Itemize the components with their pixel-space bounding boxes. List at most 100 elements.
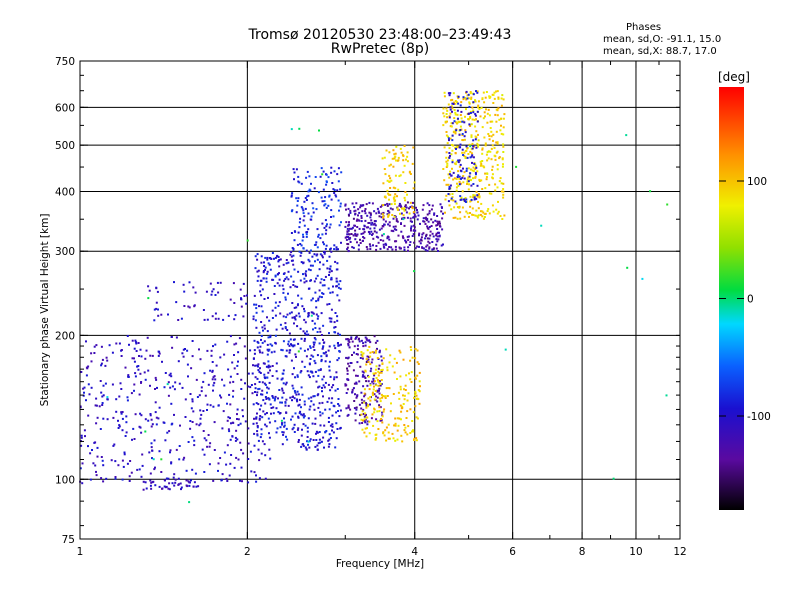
data-point: [230, 422, 232, 425]
data-point: [485, 108, 487, 111]
data-point: [463, 200, 466, 203]
data-point: [258, 477, 261, 480]
data-point: [406, 235, 409, 238]
data-point: [203, 471, 206, 473]
data-point: [212, 384, 215, 387]
data-point: [330, 171, 333, 174]
data-point: [447, 193, 450, 195]
data-point: [404, 204, 407, 207]
plot-frame: [79, 60, 681, 540]
data-point: [310, 182, 312, 185]
data-point: [378, 392, 381, 395]
data-point: [349, 209, 352, 212]
data-point: [114, 476, 117, 478]
data-point: [374, 224, 377, 227]
data-point: [315, 208, 318, 211]
data-point: [269, 257, 272, 260]
data-point: [101, 402, 104, 404]
data-point: [462, 181, 465, 184]
data-point: [387, 213, 390, 216]
data-point: [315, 430, 318, 433]
data-point: [211, 290, 214, 293]
data-point: [346, 227, 349, 230]
data-point: [375, 384, 378, 387]
data-point: [481, 215, 484, 218]
data-point: [186, 363, 189, 366]
data-point: [270, 407, 273, 409]
y-tick-label: 500: [55, 140, 75, 152]
data-point: [217, 291, 220, 294]
data-point: [297, 393, 300, 396]
data-point: [105, 477, 108, 480]
data-point: [315, 432, 317, 435]
data-point: [494, 113, 497, 116]
data-point: [260, 321, 263, 323]
data-point: [361, 401, 364, 404]
data-point: [213, 449, 216, 451]
data-point: [314, 338, 317, 341]
data-point: [266, 270, 269, 273]
data-point: [448, 116, 451, 119]
data-point: [449, 137, 452, 140]
data-point: [465, 108, 467, 111]
data-point: [461, 190, 464, 193]
data-point: [457, 102, 460, 105]
data-point: [436, 228, 439, 230]
data-point: [380, 379, 383, 381]
data-point: [293, 390, 296, 392]
data-point: [314, 370, 317, 373]
y-tick-label: 400: [55, 186, 75, 198]
data-point: [460, 128, 463, 131]
data-point: [368, 222, 371, 224]
data-point: [396, 207, 399, 210]
data-point: [306, 440, 308, 443]
data-point: [445, 134, 448, 137]
data-point: [292, 280, 295, 283]
data-point: [322, 395, 324, 398]
data-point: [470, 179, 472, 182]
data-point: [302, 444, 305, 447]
data-point: [325, 173, 328, 176]
data-point: [274, 275, 277, 278]
data-point: [234, 436, 237, 439]
data-point: [369, 248, 372, 250]
data-point: [353, 351, 355, 354]
data-point: [362, 204, 365, 207]
data-point: [266, 256, 269, 259]
data-point: [92, 462, 95, 465]
data-point: [372, 372, 375, 375]
data-point: [421, 208, 424, 211]
data-point: [150, 481, 153, 484]
data-point: [450, 122, 453, 125]
data-point: [260, 428, 263, 431]
data-point: [303, 400, 306, 403]
data-point: [356, 226, 359, 228]
data-point: [477, 104, 480, 107]
data-point: [344, 204, 347, 207]
data-point: [455, 186, 458, 189]
data-point: [254, 376, 257, 379]
data-point: [307, 228, 310, 231]
data-point: [312, 328, 314, 331]
data-point: [353, 210, 356, 213]
data-point: [475, 130, 478, 133]
data-point: [277, 260, 280, 263]
data-point: [428, 242, 431, 245]
data-point: [403, 164, 406, 167]
data-point: [239, 479, 241, 482]
data-point: [309, 279, 312, 282]
data-point: [488, 183, 491, 186]
data-point: [489, 127, 492, 129]
data-point: [229, 298, 232, 301]
data-point: [456, 122, 458, 125]
data-point: [115, 410, 118, 413]
data-point: [363, 400, 366, 403]
data-point: [472, 145, 475, 147]
data-point: [370, 219, 373, 222]
data-point: [229, 417, 231, 420]
data-point: [478, 107, 481, 110]
data-point: [313, 337, 316, 339]
data-point: [479, 160, 482, 163]
data-point: [481, 147, 484, 150]
data-point: [464, 96, 467, 99]
